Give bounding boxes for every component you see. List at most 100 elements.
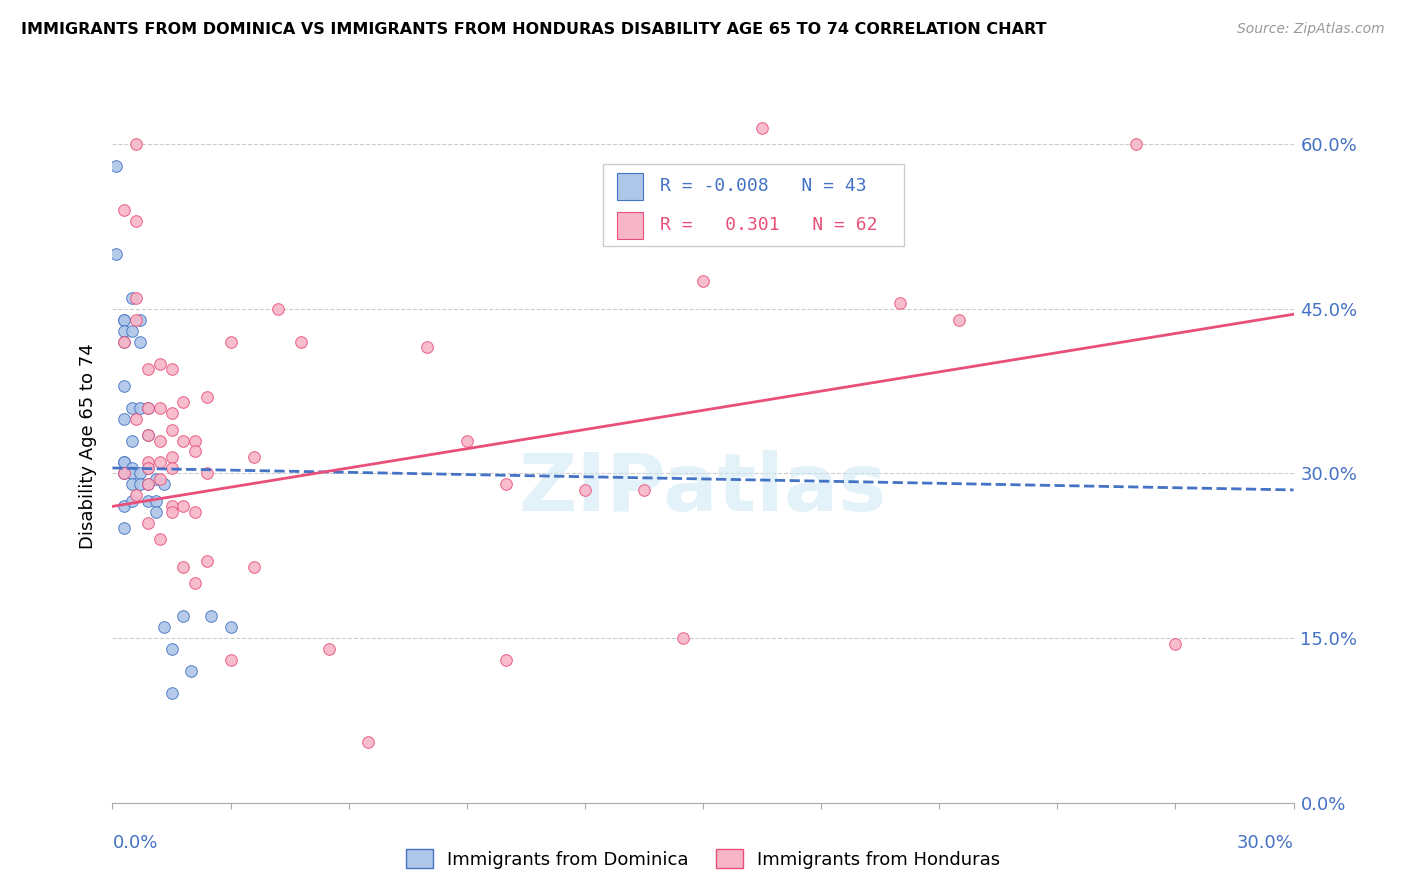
Point	[125, 137, 148, 152]
Point	[243, 559, 266, 574]
Point	[160, 423, 183, 437]
Point	[112, 324, 135, 338]
Point	[112, 378, 135, 392]
Point	[112, 312, 135, 326]
Point	[172, 395, 194, 409]
Point	[136, 516, 159, 530]
Point	[172, 559, 194, 574]
Point	[121, 401, 143, 415]
Point	[121, 434, 143, 448]
Point	[495, 477, 517, 491]
Point	[145, 505, 167, 519]
Point	[152, 620, 174, 634]
Point	[160, 686, 183, 700]
Point	[112, 521, 135, 535]
Point	[574, 483, 596, 497]
Point	[136, 494, 159, 508]
Point	[129, 467, 152, 481]
Point	[121, 291, 143, 305]
Text: R =   0.301   N = 62: R = 0.301 N = 62	[661, 217, 877, 235]
Point	[136, 461, 159, 475]
Point	[112, 334, 135, 349]
Point	[751, 120, 773, 135]
Point	[172, 434, 194, 448]
Point	[200, 609, 222, 624]
Point	[145, 472, 167, 486]
Point	[136, 401, 159, 415]
Point	[136, 461, 159, 475]
Point	[1164, 637, 1187, 651]
Legend: Immigrants from Dominica, Immigrants from Honduras: Immigrants from Dominica, Immigrants fro…	[398, 842, 1008, 876]
Point	[889, 296, 911, 310]
Text: 0.0%: 0.0%	[112, 834, 157, 852]
Text: ZIPatlas: ZIPatlas	[519, 450, 887, 528]
Point	[318, 642, 340, 657]
Point	[160, 362, 183, 376]
Point	[160, 406, 183, 420]
Point	[172, 609, 194, 624]
Point	[219, 653, 242, 667]
Point	[290, 334, 312, 349]
Point	[112, 455, 135, 469]
Point	[112, 334, 135, 349]
Point	[125, 214, 148, 228]
Point	[456, 434, 478, 448]
Point	[112, 467, 135, 481]
Point	[125, 291, 148, 305]
Point	[112, 312, 135, 326]
Point	[830, 230, 852, 244]
Point	[145, 494, 167, 508]
Point	[195, 554, 218, 568]
Point	[195, 390, 218, 404]
Point	[149, 455, 172, 469]
Point	[633, 483, 655, 497]
FancyBboxPatch shape	[617, 212, 643, 239]
Point	[160, 642, 183, 657]
Point	[160, 500, 183, 514]
Point	[184, 576, 207, 591]
Point	[948, 312, 970, 326]
Text: IMMIGRANTS FROM DOMINICA VS IMMIGRANTS FROM HONDURAS DISABILITY AGE 65 TO 74 COR: IMMIGRANTS FROM DOMINICA VS IMMIGRANTS F…	[21, 22, 1046, 37]
Point	[112, 500, 135, 514]
Point	[112, 455, 135, 469]
Point	[125, 411, 148, 425]
Point	[121, 494, 143, 508]
Point	[112, 467, 135, 481]
Point	[125, 488, 148, 502]
Point	[136, 362, 159, 376]
Point	[172, 500, 194, 514]
Point	[105, 159, 128, 173]
Y-axis label: Disability Age 65 to 74: Disability Age 65 to 74	[79, 343, 97, 549]
Point	[149, 472, 172, 486]
Point	[184, 434, 207, 448]
Point	[152, 477, 174, 491]
Point	[267, 301, 290, 316]
Point	[160, 461, 183, 475]
Point	[129, 401, 152, 415]
Text: 30.0%: 30.0%	[1237, 834, 1294, 852]
Point	[160, 505, 183, 519]
Point	[136, 455, 159, 469]
Point	[129, 334, 152, 349]
Point	[219, 334, 242, 349]
Point	[136, 428, 159, 442]
Point	[1125, 137, 1147, 152]
Point	[495, 653, 517, 667]
Point	[195, 467, 218, 481]
Point	[112, 202, 135, 217]
Point	[149, 434, 172, 448]
Point	[121, 477, 143, 491]
Point	[184, 505, 207, 519]
Point	[105, 247, 128, 261]
Point	[136, 477, 159, 491]
Point	[129, 477, 152, 491]
Point	[184, 444, 207, 458]
Point	[136, 428, 159, 442]
FancyBboxPatch shape	[617, 173, 643, 200]
Point	[129, 312, 152, 326]
Point	[149, 357, 172, 371]
Point	[357, 735, 380, 749]
FancyBboxPatch shape	[603, 164, 904, 246]
Point	[125, 312, 148, 326]
Point	[136, 401, 159, 415]
